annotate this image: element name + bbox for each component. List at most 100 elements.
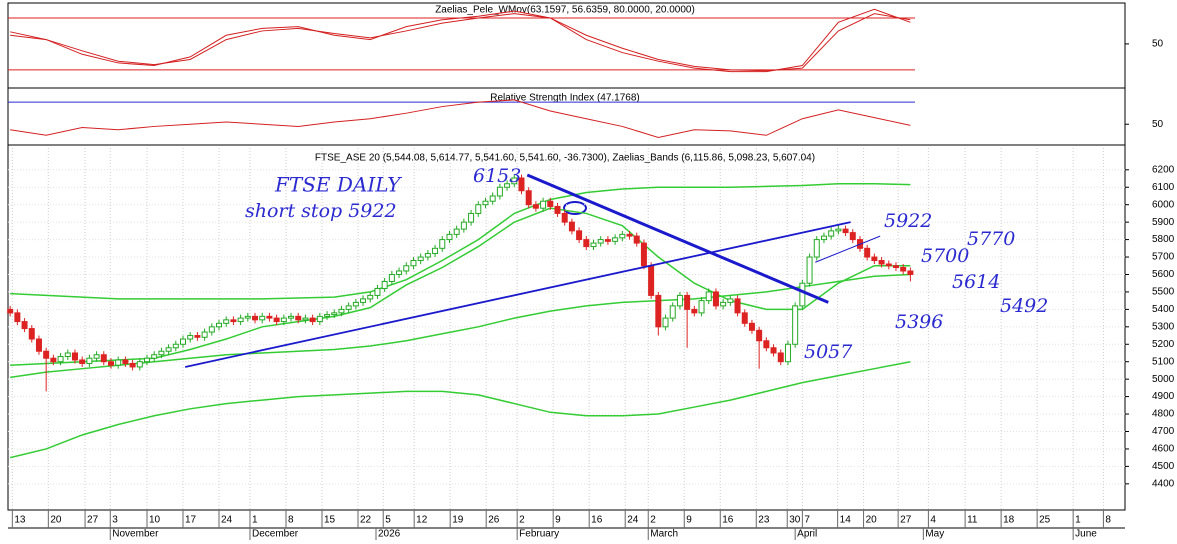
candle-body — [180, 338, 187, 345]
candle-body — [475, 204, 482, 214]
x-tick-label: 25 — [1039, 515, 1051, 526]
candle-body — [734, 298, 741, 314]
candle-body — [835, 228, 842, 232]
candle-body — [907, 270, 914, 275]
candle-body — [669, 305, 676, 319]
y-tick-label: 5400 — [1152, 304, 1175, 315]
x-tick-label: 1 — [252, 515, 258, 526]
candle-body — [86, 357, 93, 364]
candle-body — [252, 315, 259, 321]
candle-body — [648, 265, 655, 296]
x-tick-label: 15 — [324, 515, 336, 526]
y-tick-label: 4700 — [1152, 426, 1175, 437]
y-tick-label: 6000 — [1152, 199, 1175, 210]
candle-body — [381, 280, 388, 289]
x-tick-label: 30 — [789, 515, 801, 526]
y-tick-label: 5100 — [1152, 356, 1175, 367]
candle-body — [230, 319, 237, 323]
candle-body — [748, 322, 755, 331]
x-tick-label: 27 — [900, 515, 912, 526]
x-tick-label: 9 — [686, 515, 692, 526]
candle-body — [460, 221, 467, 230]
month-label: June — [1075, 529, 1097, 540]
line — [10, 13, 911, 72]
candle-body — [136, 361, 143, 368]
candle-body — [201, 331, 208, 338]
x-tick-label: 9 — [555, 515, 561, 526]
candle-body — [799, 282, 806, 307]
candle-body — [878, 260, 885, 265]
candle-body — [662, 317, 669, 328]
annotation: 5396 — [895, 311, 943, 333]
x-tick-label: 1 — [1075, 515, 1081, 526]
annotation: 5922 — [884, 210, 932, 232]
candle-body — [554, 205, 561, 214]
candle-body — [568, 221, 575, 232]
candle-body — [417, 256, 424, 262]
candle-body — [223, 319, 230, 324]
candle-body — [7, 308, 14, 314]
candle-body — [813, 239, 820, 258]
panel-frame — [7, 144, 1126, 511]
x-tick-label: 13 — [14, 515, 26, 526]
candle-body — [331, 312, 338, 316]
annotation: 5770 — [967, 228, 1015, 250]
candle-body — [50, 357, 57, 363]
panel-title: Relative Strength Index (47.1768) — [490, 93, 640, 104]
x-tick-label: 3 — [112, 515, 118, 526]
candle-body — [597, 239, 604, 244]
candle-body — [122, 359, 129, 364]
y-tick-label: 4900 — [1152, 391, 1175, 402]
candle-body — [432, 247, 439, 255]
candle-body — [388, 273, 395, 282]
candle-body — [352, 301, 359, 307]
candle-body — [302, 317, 309, 321]
trend-line — [526, 173, 829, 304]
x-tick-label: 14 — [840, 515, 852, 526]
candle-body — [194, 335, 201, 338]
x-tick-label: 26 — [488, 515, 500, 526]
annotation: short stop 5922 — [245, 200, 397, 222]
candle-body — [504, 183, 511, 188]
month-label: March — [650, 529, 678, 540]
candle-body — [468, 212, 475, 223]
y-tick-label: 5900 — [1152, 217, 1175, 228]
annotation: 5700 — [921, 245, 969, 267]
highlight-ellipse — [563, 201, 587, 215]
x-tick-label: 18 — [1003, 515, 1015, 526]
candle-body — [266, 315, 273, 319]
candle-body — [208, 326, 215, 333]
month-label: April — [797, 529, 817, 540]
candle-body — [604, 239, 611, 242]
candle-body — [482, 200, 489, 206]
candle-body — [345, 305, 352, 310]
candle-body — [698, 300, 705, 314]
x-tick-label: 24 — [627, 515, 639, 526]
candle-body — [612, 237, 619, 242]
candle-body — [28, 328, 35, 340]
candle-body — [590, 242, 597, 248]
candle-body — [518, 177, 525, 192]
candle-body — [93, 354, 100, 359]
x-tick-label: 20 — [50, 515, 62, 526]
candle-body — [374, 287, 381, 296]
month-label: May — [925, 529, 944, 540]
y-tick-label: 5600 — [1152, 269, 1175, 280]
candle-body — [446, 233, 453, 241]
y-tick-label: 5800 — [1152, 234, 1175, 245]
candle-body — [64, 352, 71, 357]
candle-body — [453, 228, 460, 235]
candle-body — [57, 355, 64, 363]
annotation: FTSE DAILY — [274, 173, 402, 197]
candle-body — [763, 340, 770, 349]
y-tick-label: 50 — [1152, 39, 1164, 50]
candle-body — [273, 317, 280, 323]
candle-body — [316, 315, 323, 323]
candle-body — [525, 190, 532, 206]
candle-body — [532, 204, 539, 209]
candle-body — [727, 298, 734, 303]
candle-body — [720, 301, 727, 307]
candle-body — [540, 200, 547, 209]
candle-body — [633, 235, 640, 244]
